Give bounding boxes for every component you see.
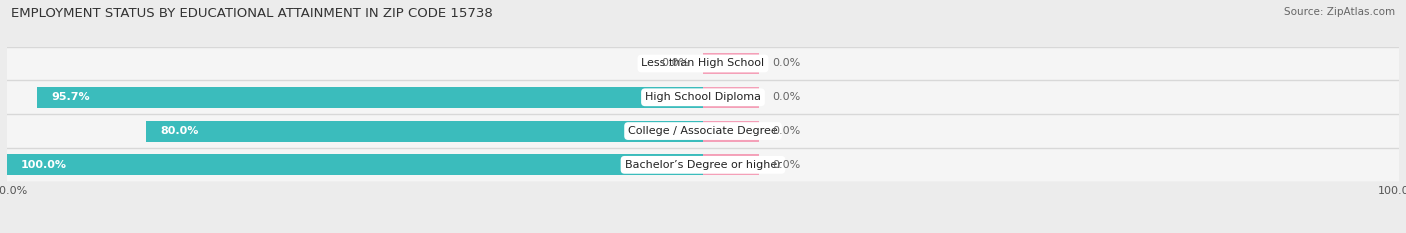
Text: Source: ZipAtlas.com: Source: ZipAtlas.com [1284, 7, 1395, 17]
Text: High School Diploma: High School Diploma [645, 92, 761, 102]
Bar [7, 47, 1399, 80]
Text: 0.0%: 0.0% [661, 58, 689, 69]
Text: 95.7%: 95.7% [51, 92, 90, 102]
Bar [7, 148, 1399, 182]
Text: College / Associate Degree: College / Associate Degree [628, 126, 778, 136]
Bar [703, 121, 759, 141]
Bar [37, 87, 703, 108]
Bar [703, 53, 759, 74]
Text: 0.0%: 0.0% [773, 126, 801, 136]
Bar [703, 154, 759, 175]
Text: EMPLOYMENT STATUS BY EDUCATIONAL ATTAINMENT IN ZIP CODE 15738: EMPLOYMENT STATUS BY EDUCATIONAL ATTAINM… [11, 7, 494, 20]
Text: 100.0%: 100.0% [21, 160, 67, 170]
Text: 0.0%: 0.0% [773, 160, 801, 170]
Text: Less than High School: Less than High School [641, 58, 765, 69]
Bar [703, 87, 759, 108]
Text: 0.0%: 0.0% [773, 58, 801, 69]
Text: Bachelor’s Degree or higher: Bachelor’s Degree or higher [624, 160, 782, 170]
Bar [7, 80, 1399, 114]
Bar [7, 154, 703, 175]
Text: 80.0%: 80.0% [160, 126, 198, 136]
Bar [7, 114, 1399, 148]
Text: 0.0%: 0.0% [773, 92, 801, 102]
Bar [146, 121, 703, 141]
